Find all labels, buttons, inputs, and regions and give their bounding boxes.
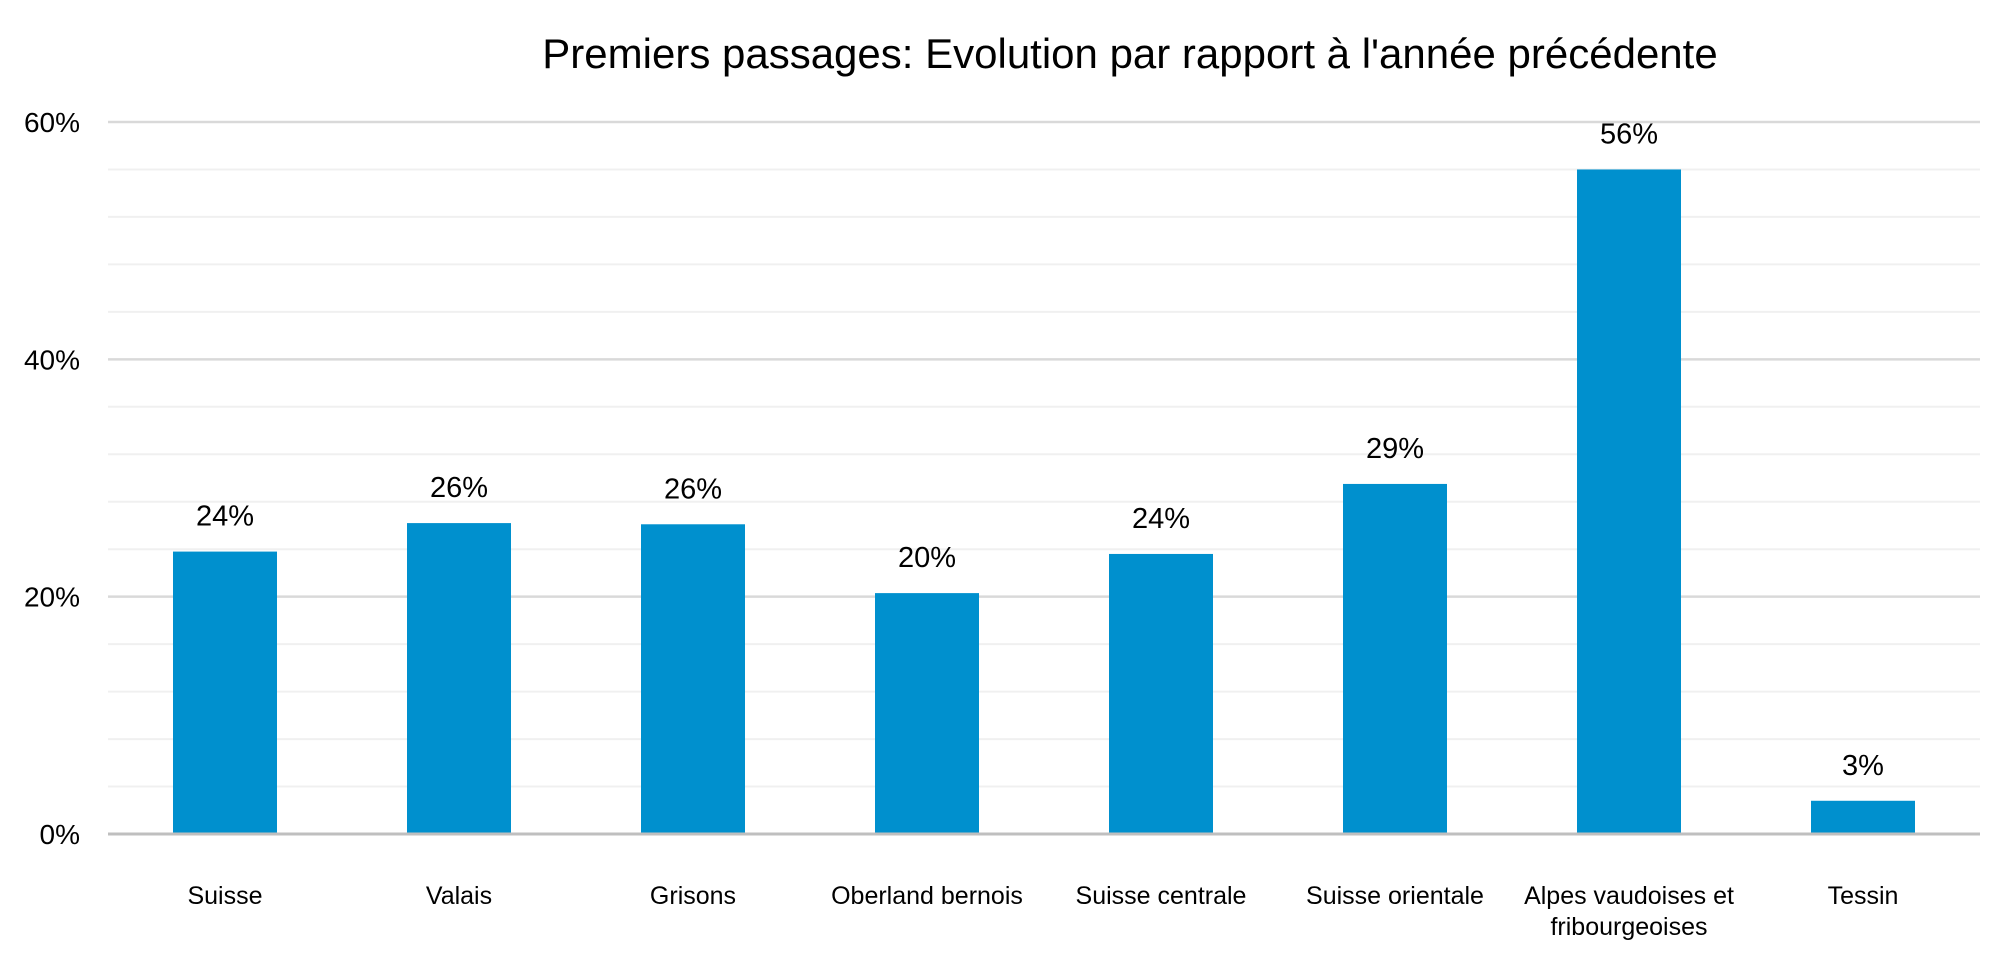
x-category-label: Tessin [1828,882,1899,910]
data-label: 26% [430,472,488,504]
x-category-label: Suisse centrale [1076,882,1247,910]
chart-title: Premiers passages: Evolution par rapport… [542,30,1717,77]
data-label: 29% [1366,433,1424,465]
bar [1577,169,1681,834]
x-category-label: Oberland bernois [831,882,1023,910]
x-category-label: fribourgeoises [1550,913,1707,941]
y-tick-label: 0% [40,819,80,850]
x-category-label: Alpes vaudoises et [1524,882,1734,910]
axes: 0% 20% 40% 60% [24,107,1980,850]
bar [1109,553,1213,834]
data-label: 3% [1842,750,1884,782]
bar [407,523,511,834]
data-label: 56% [1600,118,1658,150]
x-category-label: Grisons [650,882,736,910]
bar [173,551,277,834]
x-category-label: Suisse orientale [1306,882,1484,910]
y-tick-label: 20% [24,582,80,613]
data-label: 20% [898,542,956,574]
bars [173,169,1915,834]
gridlines [108,120,1980,788]
bar [1343,483,1447,834]
y-tick-label: 60% [24,107,80,138]
bar [641,524,745,834]
bar [875,593,979,834]
x-category-label: Valais [426,882,492,910]
x-category-label: Suisse [187,882,262,910]
labels: 24% Suisse 26% Valais 26% Grisons 20% Oberland … [187,118,1898,941]
y-tick-label: 40% [24,344,80,375]
bar [1811,800,1915,834]
data-label: 24% [1132,503,1190,535]
data-label: 24% [196,501,254,533]
data-label: 26% [664,473,722,505]
